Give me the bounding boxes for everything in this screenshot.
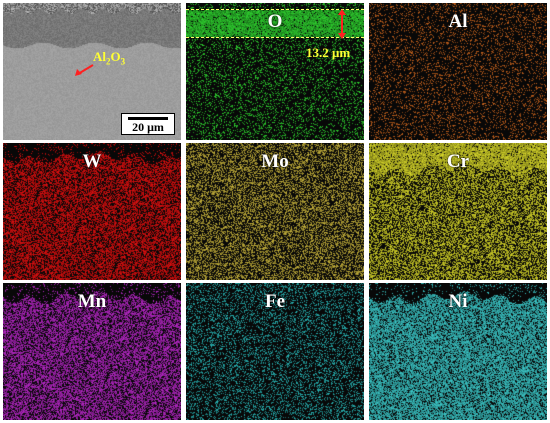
- map-panel-o: O 13.2 μm: [186, 3, 364, 140]
- thickness-arrow-icon: [338, 9, 346, 39]
- map-image-mn: [3, 283, 181, 420]
- map-panel-w: W: [3, 143, 181, 280]
- map-panel-al: Al: [369, 3, 547, 140]
- scale-bar: 20 μm: [121, 113, 175, 135]
- map-image-fe: [186, 283, 364, 420]
- oxide-top-line: [186, 9, 364, 10]
- map-image-o: [186, 3, 364, 140]
- map-image-mo: [186, 143, 364, 280]
- map-label-ni: Ni: [448, 291, 468, 312]
- map-image-ni: [369, 283, 547, 420]
- map-panel-cr: Cr: [369, 143, 547, 280]
- oxide-thickness-label: 13.2 μm: [306, 45, 351, 60]
- annotation-sub-3: 3: [120, 56, 126, 67]
- map-panel-fe: Fe: [186, 283, 364, 420]
- al2o3-annotation: Al2O3: [93, 49, 125, 67]
- map-label-al: Al: [448, 11, 468, 32]
- map-image-w: [3, 143, 181, 280]
- map-panel-mn: Mn: [3, 283, 181, 420]
- annotation-o: O: [110, 49, 121, 64]
- annotation-al: Al: [93, 49, 106, 64]
- map-label-w: W: [82, 151, 102, 172]
- sem-panel: Al2O3 20 μm: [3, 3, 181, 140]
- map-label-cr: Cr: [446, 151, 470, 172]
- oxide-bottom-line: [186, 37, 364, 38]
- map-panel-ni: Ni: [369, 283, 547, 420]
- annotation-sub-2: 2: [106, 56, 111, 67]
- map-image-al: [369, 3, 547, 140]
- scale-bar-label: 20 μm: [132, 120, 164, 134]
- red-arrow-icon: [75, 64, 94, 76]
- map-panel-mo: Mo: [186, 143, 364, 280]
- map-label-mo: Mo: [261, 151, 289, 172]
- map-label-fe: Fe: [264, 291, 286, 312]
- map-label-mn: Mn: [77, 291, 107, 312]
- map-image-cr: [369, 143, 547, 280]
- map-label-o: O: [267, 11, 283, 32]
- scale-bar-line: [128, 117, 168, 120]
